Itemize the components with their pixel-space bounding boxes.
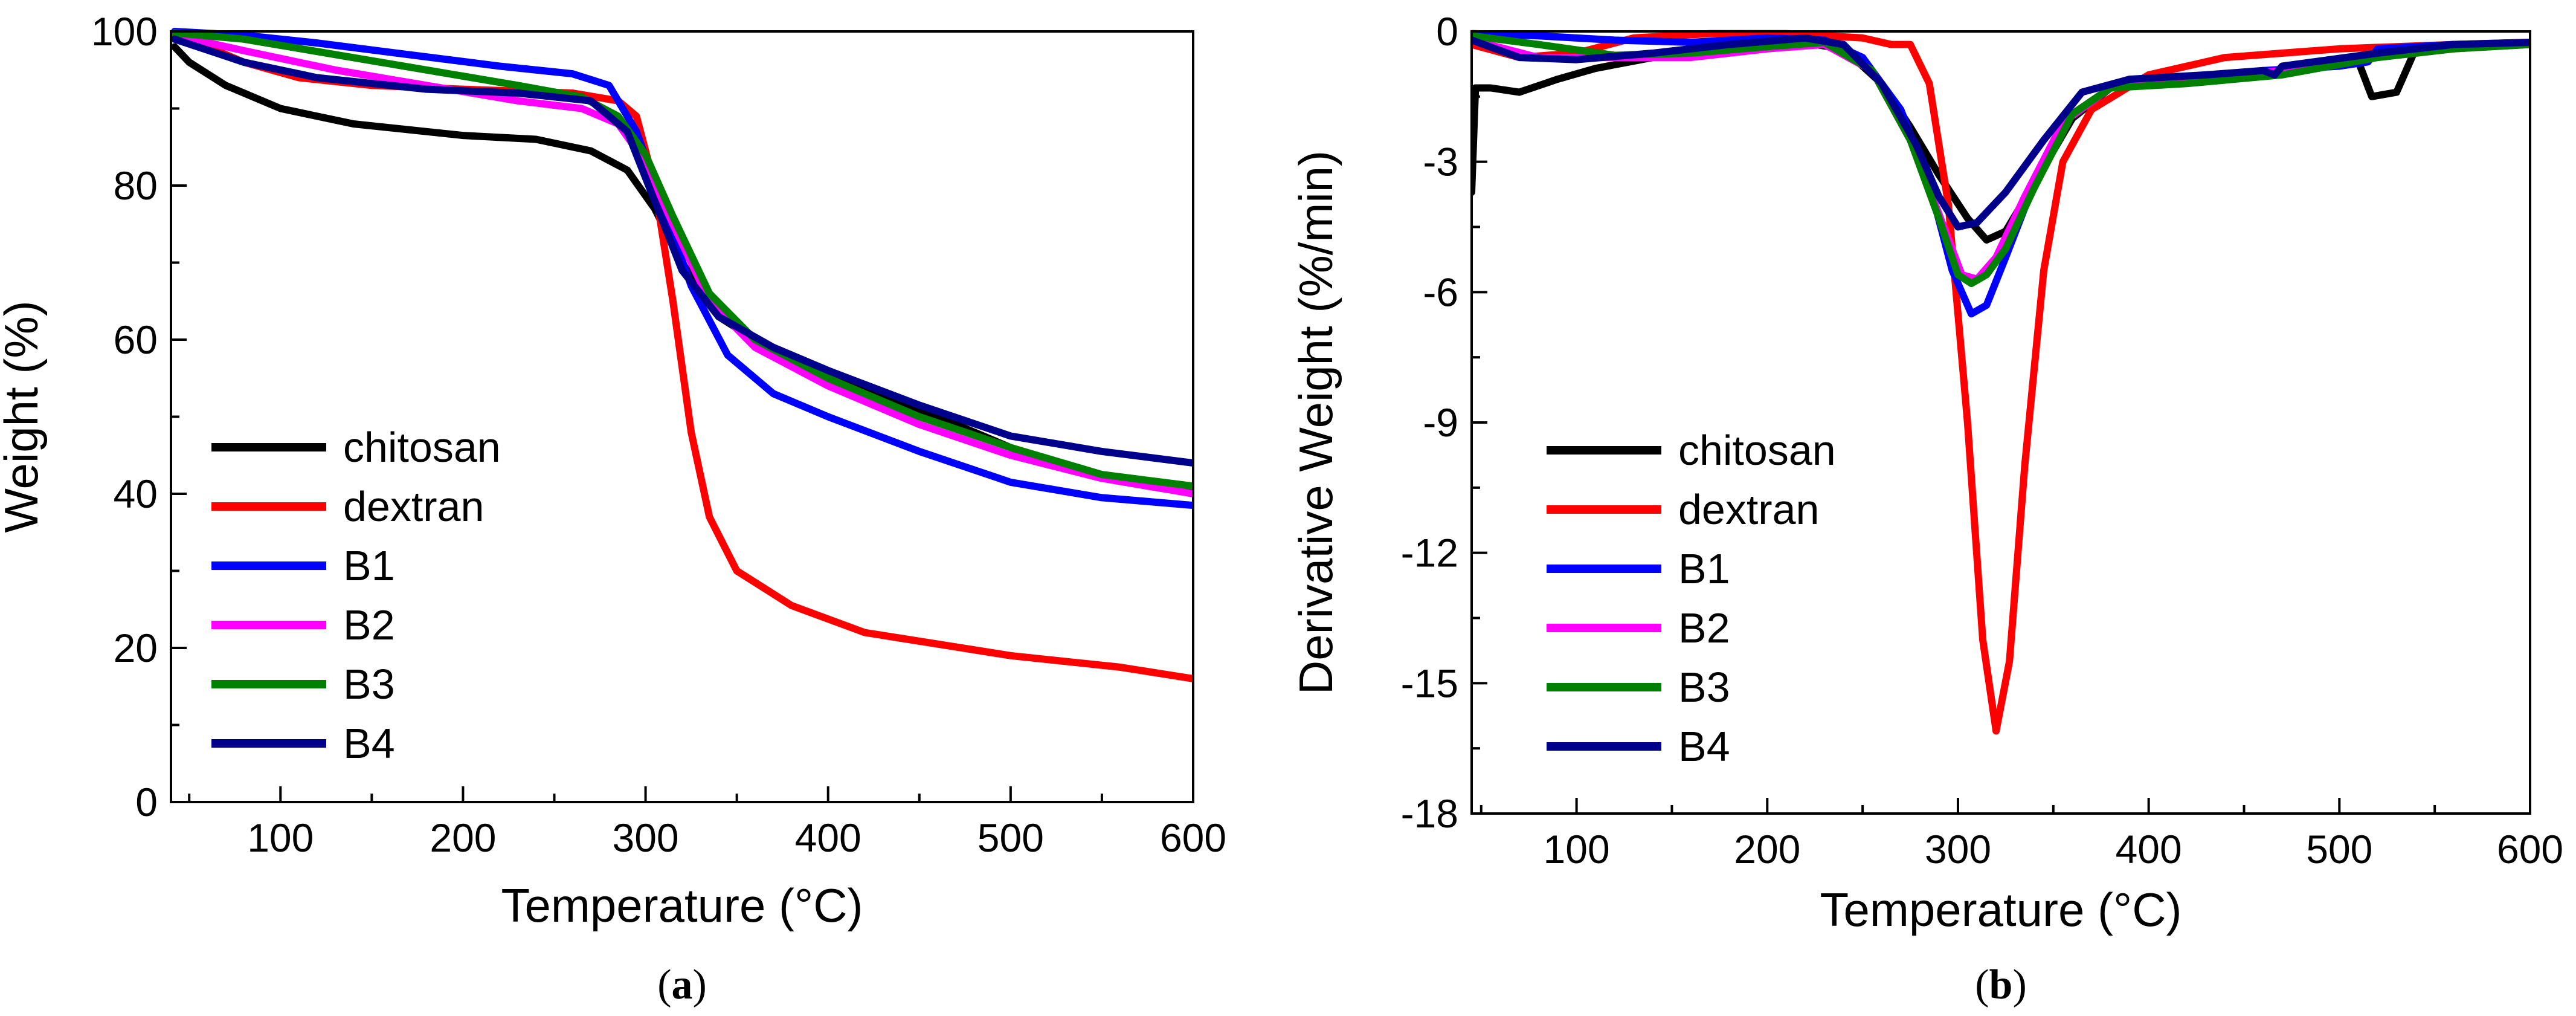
- panel-a-y-tick-label: 100: [91, 9, 158, 54]
- panel-a-series-b3-line: [171, 29, 1193, 490]
- panel-a-y-tick-label: 20: [114, 626, 158, 670]
- panel-b-caption: (b): [1975, 962, 2027, 1008]
- panel-a-legend: chitosan dextran B1 B2 B3 B4: [211, 424, 501, 767]
- panel-b-y-tick-label: -12: [1401, 531, 1458, 575]
- panel-b-series-b3-line: [1472, 32, 2530, 287]
- panel-b-legend-label-b4: B4: [1678, 723, 1730, 770]
- panel-b-chart: 100 200 300 400 500 600 0 -3 -6 -9 -12 -15 -18 Deriv…: [1289, 9, 2563, 1008]
- panel-b-series-dextran-line: [1472, 30, 2530, 735]
- panel-b-x-axis-title: Temperature (°C): [1820, 883, 2182, 936]
- panel-b-y-tick-label: -9: [1423, 400, 1458, 445]
- panel-a-legend-label-chitosan: chitosan: [343, 424, 501, 471]
- panel-a-series-dextran-line: [171, 35, 1193, 682]
- panel-a-caption: (a): [657, 962, 707, 1008]
- panel-b-legend-label-b2: B2: [1678, 604, 1730, 652]
- panel-a-chart: 100 200 300 400 500 600 0 20 40 60 80 100 Weight (%…: [0, 9, 1226, 1008]
- panel-b-series-b4-line: [1472, 34, 2530, 231]
- panel-b-legend-label-b1: B1: [1678, 545, 1730, 592]
- panel-a-x-tick-label: 200: [430, 815, 496, 860]
- panel-b-series-b2-line: [1472, 36, 2530, 283]
- panel-a-x-axis-title: Temperature (°C): [501, 879, 863, 932]
- panel-b-y-tick-label: -15: [1401, 661, 1458, 705]
- panel-a-legend-label-b1: B1: [343, 542, 395, 589]
- panel-b-x-tick-label: 600: [2497, 827, 2563, 872]
- panel-b-legend-label-b3: B3: [1678, 664, 1730, 711]
- panel-a-y-tick-label: 0: [135, 780, 158, 824]
- panel-b-series-chitosan-line: [1472, 36, 2530, 244]
- panel-b-y-tick-label: -6: [1423, 270, 1458, 314]
- panel-b-legend-label-chitosan: chitosan: [1678, 427, 1836, 474]
- panel-a-x-tick-label: 600: [1160, 815, 1226, 860]
- panel-a-y-tick-label: 40: [114, 471, 158, 516]
- panel-b-axis-ticks: 100 200 300 400 500 600 0 -3 -6 -9 -12 -15 -18: [1401, 9, 2563, 872]
- panel-b-y-tick-label: -18: [1401, 791, 1458, 836]
- panel-a-legend-label-b4: B4: [343, 720, 395, 767]
- panel-a-y-tick-label: 80: [114, 163, 158, 208]
- panel-a-series-b4-line: [171, 35, 1193, 467]
- panel-a-y-tick-label: 60: [114, 317, 158, 362]
- panel-a-x-tick-label: 500: [977, 815, 1044, 860]
- panel-b-y-tick-label: 0: [1436, 9, 1458, 54]
- panel-a-series-layer: [171, 28, 1193, 682]
- panel-b-x-tick-label: 400: [2116, 827, 2182, 872]
- panel-a-axis-ticks: 100 200 300 400 500 600 0 20 40 60 80 100: [91, 9, 1226, 860]
- panel-a-caption-letter: a: [672, 962, 693, 1008]
- panel-b-series-b1-line: [1472, 30, 2530, 318]
- panel-b-x-tick-label: 200: [1734, 827, 1800, 872]
- panel-a-legend-label-b2: B2: [343, 601, 395, 649]
- panel-a-legend-label-dextran: dextran: [343, 483, 484, 530]
- panel-b-y-axis-title: Derivative Weight (%/min): [1289, 150, 1342, 694]
- panel-b-y-tick-label: -3: [1423, 140, 1458, 184]
- panel-b-caption-letter: b: [1989, 962, 2013, 1008]
- panel-b-x-tick-label: 100: [1544, 827, 1610, 872]
- panel-a-legend-label-b3: B3: [343, 661, 395, 708]
- panel-b-x-tick-label: 500: [2306, 827, 2372, 872]
- panel-b-legend: chitosan dextran B1 B2 B3 B4: [1547, 427, 1836, 770]
- panel-a-x-tick-label: 400: [795, 815, 861, 860]
- panel-a-x-tick-label: 300: [613, 815, 679, 860]
- panel-b-series-layer: [1472, 30, 2530, 735]
- panel-b-legend-label-dextran: dextran: [1678, 486, 1819, 533]
- panel-b-x-tick-label: 300: [1925, 827, 1991, 872]
- panel-a-y-axis-title: Weight (%): [0, 300, 48, 532]
- panel-a-x-tick-label: 100: [247, 815, 314, 860]
